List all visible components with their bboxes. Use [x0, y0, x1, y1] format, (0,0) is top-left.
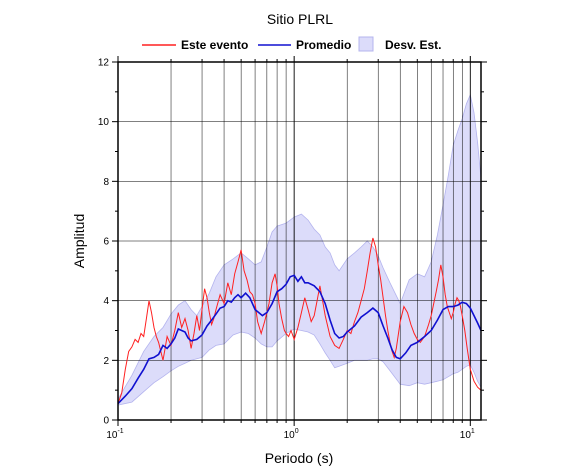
series-line-mean: [118, 274, 481, 405]
y-tick-label: 8: [103, 177, 109, 188]
chart-title: Sitio PLRL: [267, 11, 333, 27]
legend: Este evento Promedio Desv. Est.: [142, 36, 441, 52]
series-line-event: [118, 237, 481, 404]
x-tick-exponent: 0: [295, 428, 299, 435]
legend-swatch-band: [358, 36, 374, 52]
x-tick-label: 10-1: [106, 428, 123, 441]
grid: [118, 62, 481, 420]
axis-ticks: [112, 56, 487, 426]
legend-label-band: Desv. Est.: [385, 38, 441, 52]
x-tick-label: 100: [284, 428, 299, 441]
legend-label-mean: Promedio: [296, 38, 351, 52]
y-tick-label: 0: [103, 416, 109, 427]
x-tick-label: 101: [460, 428, 475, 441]
std-dev-band: [118, 93, 481, 406]
y-tick-label: 10: [98, 117, 110, 128]
y-axis-label: Amplitud: [71, 214, 87, 268]
x-tick-exponent: 1: [471, 428, 475, 435]
y-tick-labels: 0 2 4 6 8 10 12: [98, 58, 110, 427]
x-axis-label: Periodo (s): [265, 450, 333, 466]
y-tick-label: 4: [103, 296, 109, 307]
x-tick-labels: 10-1 100 101: [106, 428, 475, 441]
y-tick-label: 2: [103, 356, 109, 367]
legend-label-event: Este evento: [181, 38, 248, 52]
y-tick-label: 12: [98, 58, 110, 69]
y-tick-label: 6: [103, 237, 109, 248]
x-tick-exponent: -1: [117, 428, 123, 435]
